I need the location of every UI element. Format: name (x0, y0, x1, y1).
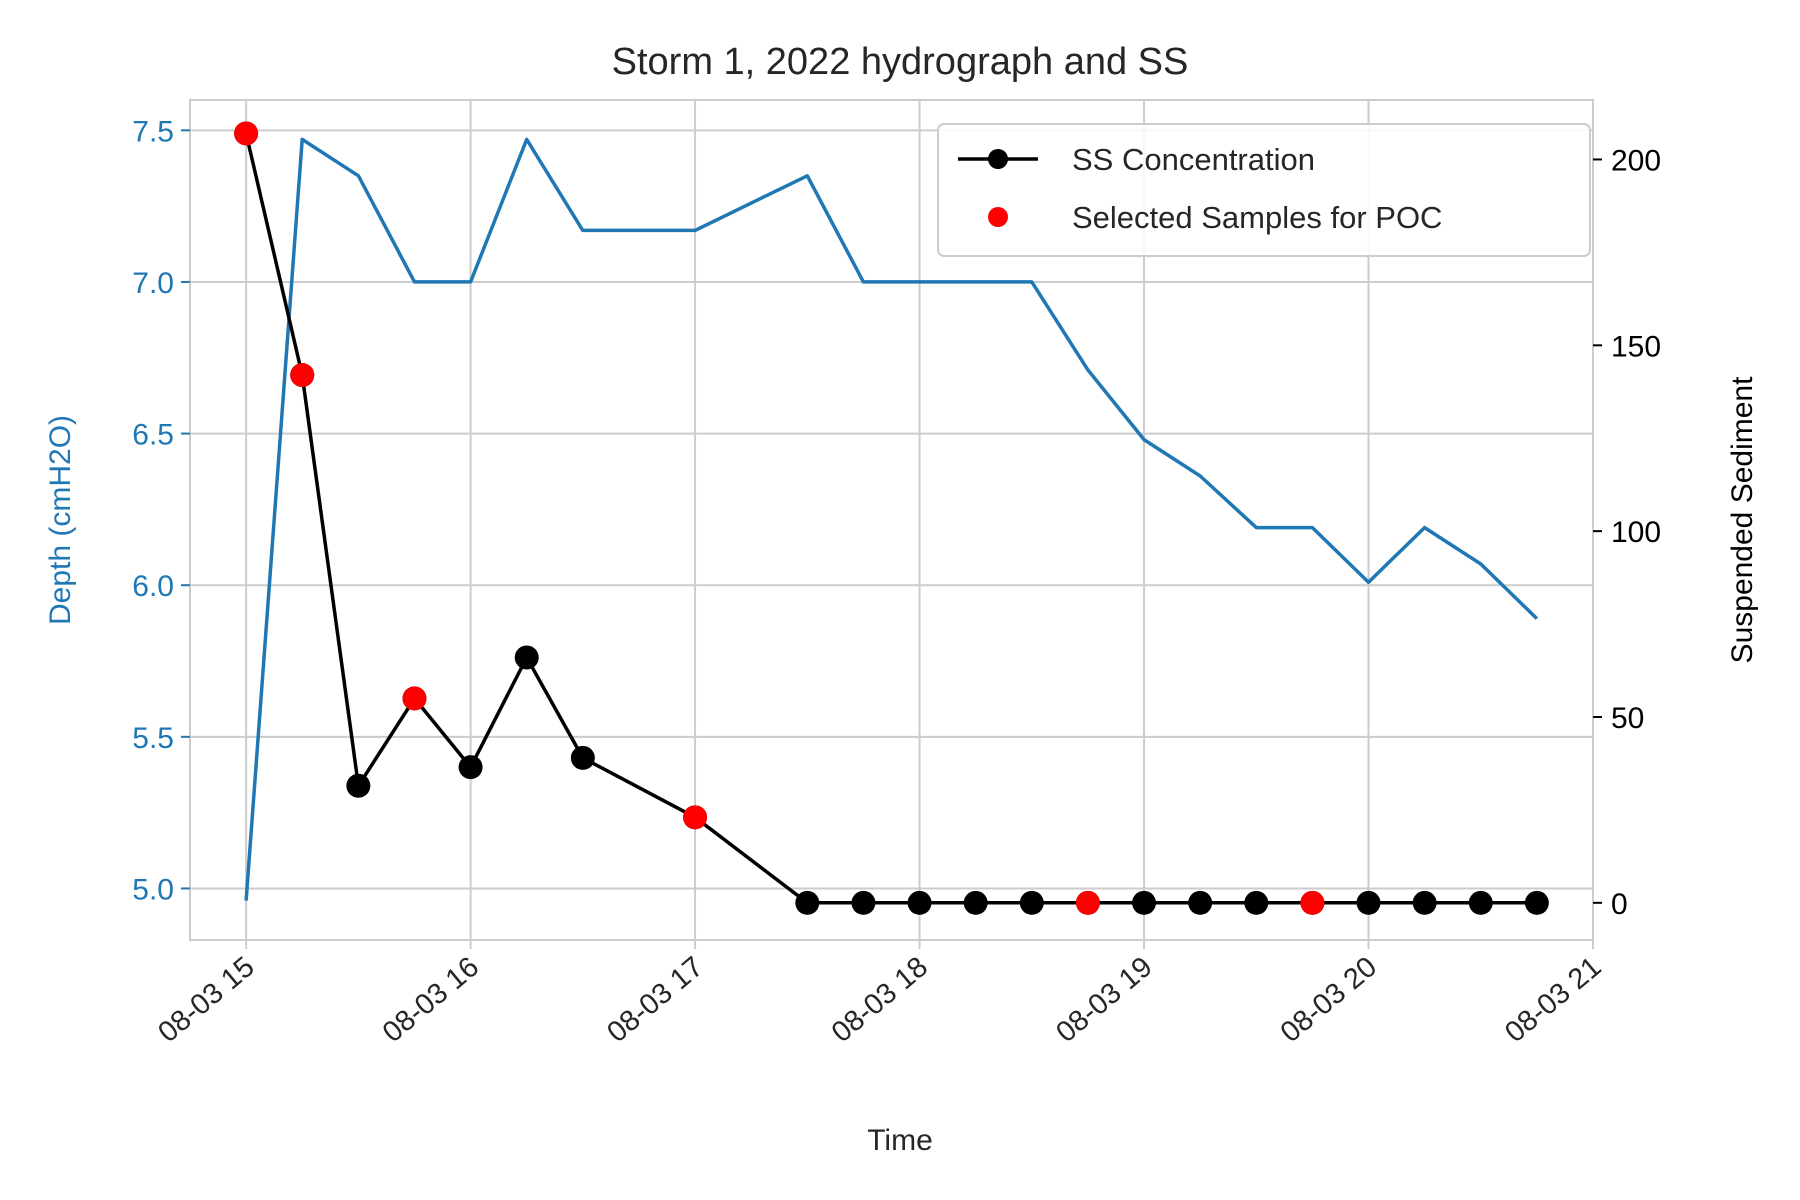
selected-sample-point (234, 121, 259, 146)
y-left-tick-label: 6.5 (132, 419, 174, 452)
y-right-tick-label: 200 (1611, 144, 1661, 177)
x-tick-label: 08-03 15 (152, 951, 260, 1049)
ss-data-point (1412, 890, 1437, 915)
y-left-tick-label: 7.5 (132, 115, 174, 148)
axes-spine (189, 99, 1594, 941)
y-left-tick-label: 5.5 (132, 722, 174, 755)
ss-data-point (1019, 890, 1044, 915)
x-tick-label: 08-03 21 (1499, 951, 1607, 1049)
y-right-tick-label: 100 (1611, 516, 1661, 549)
legend: SS Concentration Selected Samples for PO… (937, 123, 1591, 257)
ss-data-point (514, 645, 539, 670)
y-axis-right-label: Suspended Sediment (1726, 376, 1759, 664)
ss-data-point (1244, 890, 1269, 915)
axis-ticks (181, 129, 1602, 949)
ss-series-line (244, 133, 1537, 905)
y-axis-left-label: Depth (cmH2O) (44, 415, 77, 625)
selected-sample-point (290, 363, 315, 388)
ss-data-point (458, 755, 483, 780)
y-right-tick-label: 50 (1611, 702, 1644, 735)
selected-sample-point (683, 805, 708, 830)
ss-data-point (1468, 890, 1493, 915)
ss-data-point (1132, 890, 1157, 915)
axes-frame (189, 99, 1594, 941)
x-tick-label: 08-03 18 (826, 951, 934, 1049)
chart-title: Storm 1, 2022 hydrograph and SS (612, 41, 1189, 83)
x-tick-label: 08-03 17 (601, 951, 709, 1049)
legend-ss-label: SS Concentration (1072, 142, 1315, 177)
x-tick-label: 08-03 19 (1050, 951, 1158, 1049)
ss-data-point (795, 890, 820, 915)
y-left-tick-label: 6.0 (132, 570, 174, 603)
ss-data-point (346, 773, 371, 798)
y-left-tick-label: 7.0 (132, 267, 174, 300)
ss-data-point (1188, 890, 1213, 915)
x-tick-label: 08-03 20 (1275, 951, 1383, 1049)
ss-data-point (907, 890, 932, 915)
ss-data-point (570, 745, 595, 770)
legend-frame (937, 123, 1591, 257)
y-right-tick-label: 0 (1611, 888, 1628, 921)
legend-selected-marker-swatch (988, 207, 1008, 227)
selected-sample-point (1300, 890, 1325, 915)
selected-sample-point (402, 686, 427, 711)
ss-data-point (963, 890, 988, 915)
x-tick-label: 08-03 16 (377, 951, 485, 1049)
y-left-tick-label: 5.0 (132, 873, 174, 906)
selected-sample-point (1075, 890, 1100, 915)
x-axis-label: Time (867, 1124, 933, 1157)
y-right-tick-label: 150 (1611, 330, 1661, 363)
plot-area (234, 121, 1549, 915)
legend-ss-marker-swatch (988, 149, 1008, 169)
legend-selected-label: Selected Samples for POC (1072, 200, 1442, 235)
ss-data-point (851, 890, 876, 915)
ss-data-point (1524, 890, 1549, 915)
depth-series-line (244, 137, 1539, 901)
ss-data-point (1356, 890, 1381, 915)
